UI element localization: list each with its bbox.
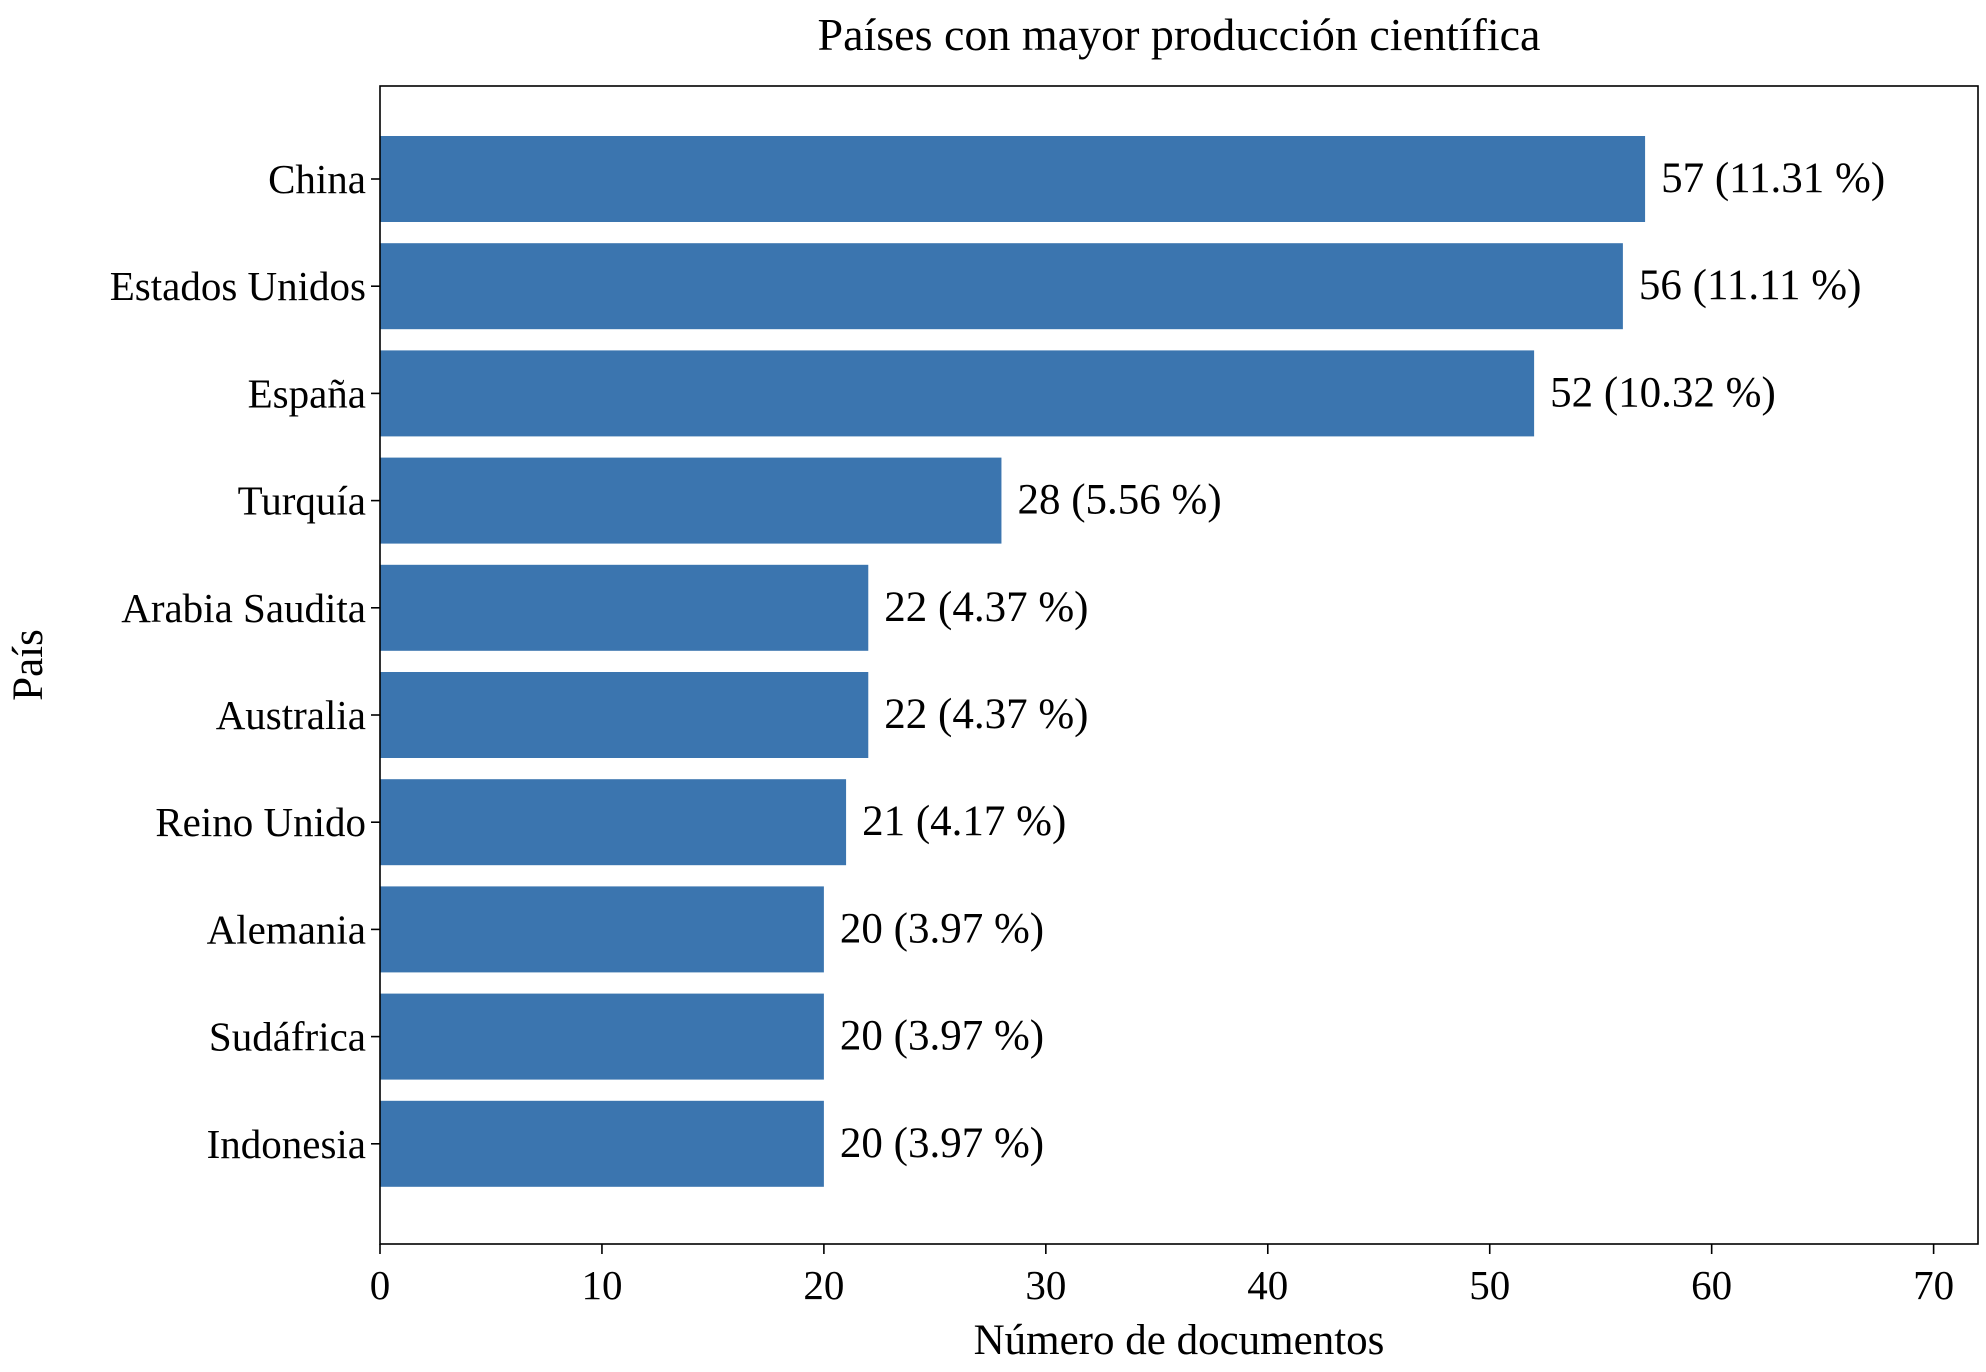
x-axis-label: Número de documentos <box>974 1317 1385 1364</box>
y-tick-label-1: Estados Unidos <box>110 263 366 309</box>
x-tick-label-5: 50 <box>1469 1262 1510 1308</box>
data-label-7: 20 (3.97 %) <box>840 905 1044 952</box>
y-axis-ticks: China Estados Unidos España Turquía Arabia S… <box>110 156 380 1167</box>
chart-title: Países con mayor producción científica <box>818 9 1541 60</box>
bar-7 <box>380 886 824 973</box>
bar-0 <box>380 136 1646 222</box>
bar-4 <box>380 564 869 651</box>
bar-5 <box>380 672 869 758</box>
bar-3 <box>380 457 1002 544</box>
x-tick-label-1: 10 <box>581 1262 622 1308</box>
x-tick-label-6: 60 <box>1691 1262 1732 1308</box>
x-tick-label-0: 0 <box>370 1262 391 1308</box>
y-tick-label-8: Sudáfrica <box>209 1014 366 1060</box>
bar-6 <box>380 779 847 866</box>
data-label-0: 57 (11.31 %) <box>1661 155 1885 202</box>
bar-8 <box>380 993 824 1080</box>
data-label-2: 52 (10.32 %) <box>1550 369 1776 416</box>
data-label-1: 56 (11.11 %) <box>1639 262 1862 309</box>
bar-1 <box>380 243 1623 330</box>
y-tick-label-9: Indonesia <box>207 1121 366 1167</box>
y-axis-label: País <box>5 629 52 701</box>
y-tick-label-5: Australia <box>216 692 366 738</box>
y-tick-label-6: Reino Unido <box>155 799 366 845</box>
x-axis-ticks: 0 10 20 30 40 50 60 70 <box>370 1244 1954 1308</box>
bar-9 <box>380 1100 824 1187</box>
data-label-4: 22 (4.37 %) <box>884 584 1088 631</box>
x-tick-label-4: 40 <box>1247 1262 1288 1308</box>
plot-area-frame <box>379 85 1979 1245</box>
bar-2 <box>380 350 1535 437</box>
y-tick-label-3: Turquía <box>238 478 366 524</box>
y-tick-label-7: Alemania <box>207 906 366 952</box>
x-tick-label-3: 30 <box>1025 1262 1066 1308</box>
data-label-5: 22 (4.37 %) <box>884 691 1088 738</box>
y-tick-label-4: Arabia Saudita <box>121 585 366 631</box>
y-tick-label-2: España <box>248 370 366 416</box>
y-tick-label-0: China <box>268 156 366 202</box>
data-label-9: 20 (3.97 %) <box>840 1120 1044 1167</box>
data-label-8: 20 (3.97 %) <box>840 1013 1044 1060</box>
bars-layer <box>380 136 1646 1187</box>
x-tick-label-7: 70 <box>1913 1262 1954 1308</box>
data-label-3: 28 (5.56 %) <box>1017 477 1221 524</box>
data-labels-layer: 57 (11.31 %) 56 (11.11 %) 52 (10.32 %) 28 (… <box>840 155 1885 1167</box>
data-label-6: 21 (4.17 %) <box>862 798 1066 845</box>
x-tick-label-2: 20 <box>803 1262 844 1308</box>
